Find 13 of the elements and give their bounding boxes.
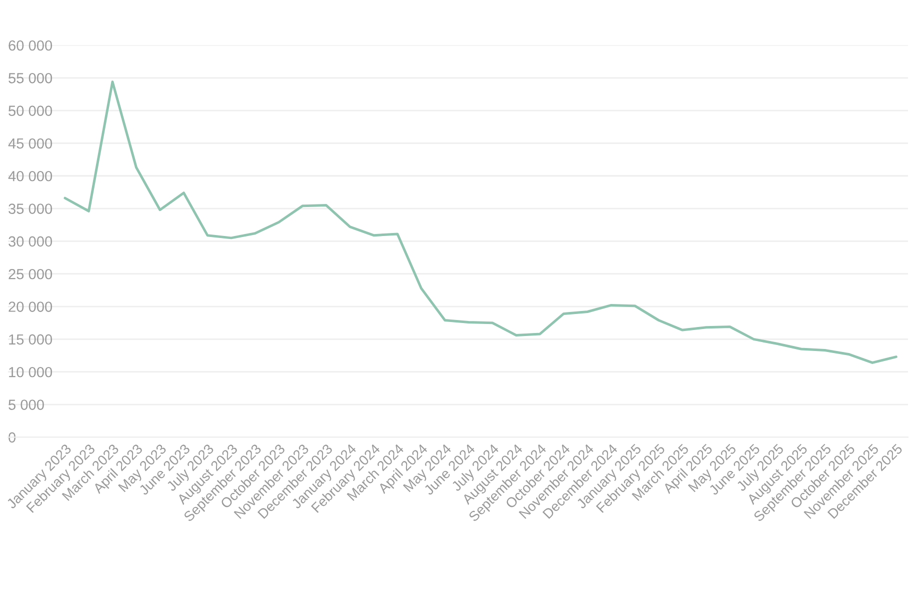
y-tick-label: 30 000 (8, 236, 52, 247)
y-tick-label: 5 000 (8, 400, 44, 410)
y-tick-label: 35 000 (8, 204, 52, 214)
y-tick-label: 40 000 (8, 170, 52, 182)
y-tick-label: 20 000 (8, 302, 52, 312)
y-tick-label: 50 000 (8, 106, 52, 116)
y-tick-label: 60 000 (8, 40, 52, 51)
y-tick-label: 15 000 (9, 334, 52, 345)
y-tick-label: 45 000 (8, 138, 52, 149)
y-tick-label: 10 000 (9, 366, 52, 378)
y-tick-label: 55 000 (8, 72, 52, 84)
line-series (64, 80, 898, 364)
y-tick-label: 25 000 (8, 268, 52, 280)
